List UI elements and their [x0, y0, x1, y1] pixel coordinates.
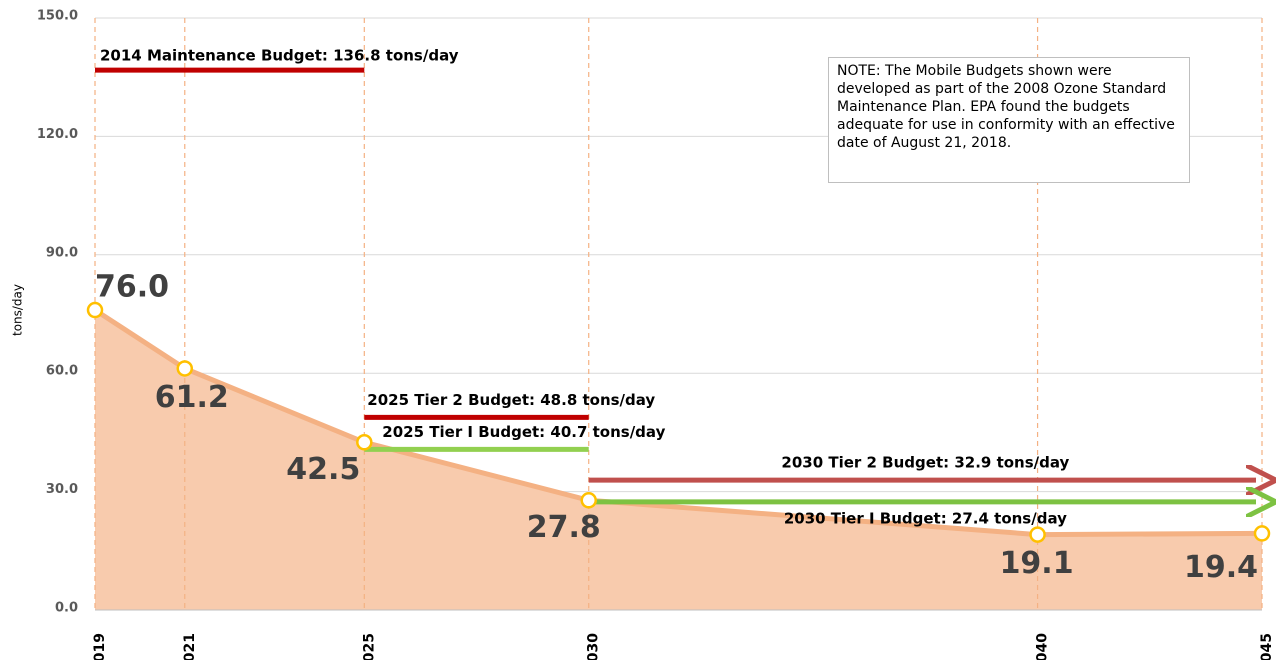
- x-tick-label: 2019: [92, 633, 108, 660]
- budget-label: 2025 Tier 2 Budget: 48.8 tons/day: [367, 391, 655, 409]
- point-marker: [1029, 526, 1046, 543]
- x-tick-label: 2045: [1259, 633, 1275, 660]
- value-label: 42.5: [286, 452, 360, 487]
- value-label: 76.0: [95, 270, 169, 305]
- x-tick-label: 2021: [182, 633, 198, 660]
- area-line: [93, 307, 1263, 538]
- point-marker: [176, 360, 194, 377]
- note-box: NOTE: The Mobile Budgets shown were deve…: [828, 57, 1190, 183]
- value-label: 19.4: [1184, 550, 1258, 585]
- x-tick-label: 2040: [1035, 633, 1051, 660]
- x-tick-label: 2030: [586, 633, 602, 660]
- budget-label: 2030 Tier 2 Budget: 32.9 tons/day: [781, 454, 1069, 472]
- point-marker: [356, 434, 373, 451]
- y-tick-label: 60.0: [46, 364, 78, 379]
- point-marker: [1253, 525, 1271, 542]
- area: [95, 310, 1262, 610]
- y-tick-label: 120.0: [37, 127, 78, 142]
- y-axis-label: tons/day: [11, 284, 25, 336]
- x-tick-label: 2025: [361, 633, 377, 660]
- y-tick-label: 150.0: [37, 9, 78, 24]
- point-marker: [86, 301, 104, 319]
- value-label: 27.8: [527, 510, 601, 545]
- budget-label: 2030 Tier I Budget: 27.4 tons/day: [784, 509, 1067, 527]
- y-tick-label: 30.0: [46, 482, 78, 497]
- y-tick-label: 0.0: [55, 601, 78, 616]
- budget-label: 2025 Tier I Budget: 40.7 tons/day: [382, 423, 665, 441]
- value-label: 61.2: [155, 380, 229, 415]
- point-marker: [580, 492, 597, 509]
- value-label: 19.1: [1000, 546, 1074, 581]
- y-tick-label: 90.0: [46, 245, 78, 260]
- budget-label: 2014 Maintenance Budget: 136.8 tons/day: [100, 47, 459, 65]
